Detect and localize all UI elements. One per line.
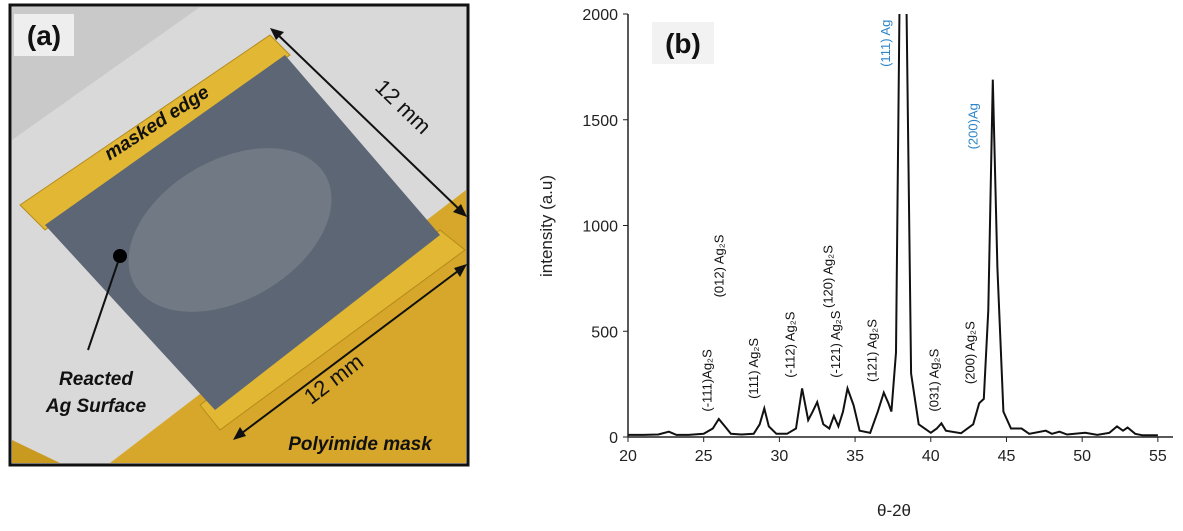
xrd-line — [628, 14, 1158, 437]
xrd-chart: (b) θ-2θ intensity (a.u) 0 500 1000 1500 200… — [537, 7, 1173, 520]
label-box — [652, 22, 714, 64]
peak-label: (200) Ag₂S — [963, 321, 978, 384]
y-tick-label: 2000 — [582, 7, 618, 24]
peak-label: (120) Ag₂S — [820, 245, 835, 308]
arrowhead — [270, 28, 284, 40]
y-tick-label: 0 — [609, 430, 618, 447]
silver-surface — [45, 55, 440, 410]
dimension-arrow — [274, 31, 463, 213]
peak-label: (111) Ag₂S — [746, 338, 761, 399]
peak-label: (012) Ag₂S — [711, 234, 726, 297]
photo-panel: (a) masked edge 12 mm 12 mm Reacted Ag S… — [8, 3, 470, 467]
x-tick-label: 30 — [770, 448, 788, 465]
surface-label: Reacted — [59, 369, 133, 390]
marker-dot — [113, 249, 127, 263]
y-tick-label: 1500 — [582, 113, 618, 130]
x-tick-label: 20 — [619, 448, 637, 465]
x-tick-label: 50 — [1073, 448, 1091, 465]
y-tick-label: 1000 — [582, 219, 618, 236]
x-tick-label: 55 — [1149, 448, 1167, 465]
peak-label: (031) Ag₂S — [926, 348, 941, 411]
surface-label: Ag Surface — [45, 396, 147, 417]
x-tick-label: 40 — [922, 448, 940, 465]
peak-label: (121) Ag₂S — [864, 319, 879, 382]
x-tick-label: 25 — [695, 448, 713, 465]
x-tick-label: 35 — [846, 448, 864, 465]
x-tick-label: 45 — [998, 448, 1016, 465]
yellow-film — [12, 440, 60, 463]
peak-label: (-111)Ag₂S — [699, 349, 714, 412]
y-tick-label: 500 — [591, 324, 618, 341]
label-box — [14, 14, 74, 56]
tape-top — [19, 34, 291, 231]
pointer-line — [87, 261, 119, 351]
dimension-arrow — [237, 267, 463, 437]
peak-label: (-121) Ag₂S — [828, 310, 843, 378]
mask-label: Polyimide mask — [288, 434, 433, 455]
x-axis-title: θ-2θ — [877, 501, 911, 520]
arrowhead — [453, 204, 467, 217]
peak-label: (200)Ag — [966, 103, 981, 149]
reflection — [128, 148, 332, 312]
y-axis-title: intensity (a.u) — [537, 175, 556, 277]
arrowhead — [454, 264, 467, 277]
peak-label: (111) Ag — [878, 20, 893, 67]
peak-label: (-112) Ag₂S — [783, 311, 798, 378]
panel-label: (a) — [27, 20, 61, 51]
arrowhead — [233, 427, 246, 440]
panel-label: (b) — [665, 28, 701, 59]
